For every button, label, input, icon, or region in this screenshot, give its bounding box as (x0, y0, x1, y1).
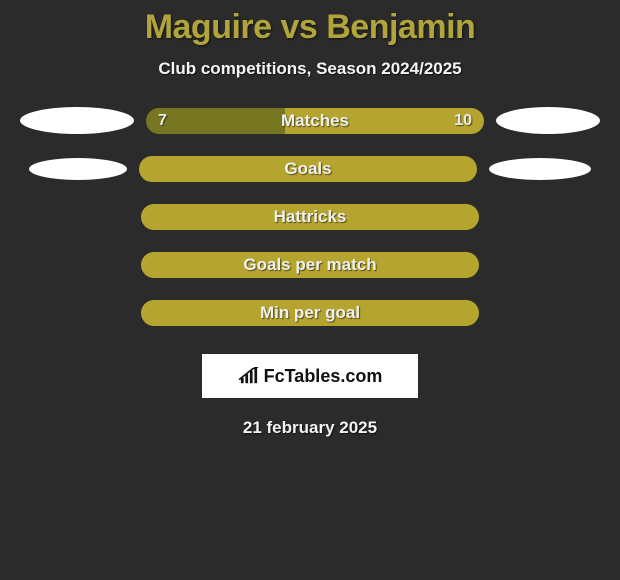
row-matches: 7 Matches 10 (0, 107, 620, 134)
row-min-per-goal: Min per goal (0, 300, 620, 326)
player-badge-right (496, 107, 600, 134)
bar-gpm: Goals per match (141, 252, 479, 278)
logo-text: FcTables.com (264, 366, 383, 387)
player-badge-left (20, 107, 134, 134)
page-title: Maguire vs Benjamin (145, 8, 476, 47)
bar-label: Goals (284, 159, 331, 179)
bar-label: Min per goal (260, 303, 360, 323)
row-goals-per-match: Goals per match (0, 252, 620, 278)
comparison-card: Maguire vs Benjamin Club competitions, S… (0, 0, 620, 438)
bar-label: Goals per match (243, 255, 376, 275)
bar-chart-icon (238, 367, 260, 385)
stat-rows: 7 Matches 10 Goals Hattricks (0, 107, 620, 326)
bar-value-right: 10 (454, 112, 472, 130)
row-hattricks: Hattricks (0, 204, 620, 230)
bar-label: Matches (281, 111, 349, 131)
bar-mpg: Min per goal (141, 300, 479, 326)
source-logo: FcTables.com (202, 354, 418, 398)
bar-goals: Goals (139, 156, 477, 182)
subtitle: Club competitions, Season 2024/2025 (158, 59, 461, 79)
player-badge-right (489, 158, 591, 180)
row-goals: Goals (0, 156, 620, 182)
bar-hattricks: Hattricks (141, 204, 479, 230)
date-label: 21 february 2025 (243, 418, 377, 438)
bar-value-left: 7 (158, 112, 167, 130)
bar-matches: 7 Matches 10 (146, 108, 484, 134)
player-badge-left (29, 158, 127, 180)
bar-label: Hattricks (274, 207, 347, 227)
